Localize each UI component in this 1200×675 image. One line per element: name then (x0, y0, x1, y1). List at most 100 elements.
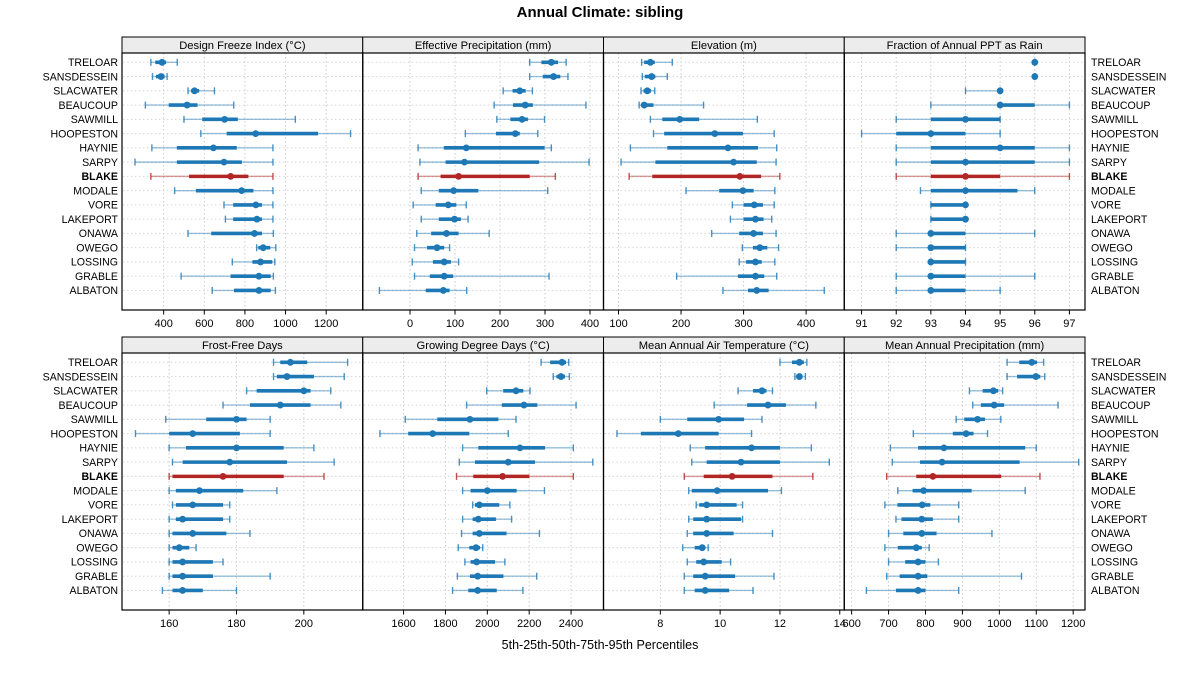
axis-tick-label: 400 (797, 318, 815, 330)
site-label-right-treloar: TRELOAR (1091, 357, 1141, 369)
panel-design-freeze-index-c: Design Freeze Index (°C) 400 600 800 1000 120… (121, 36, 364, 330)
axis-tick-label: 180 (227, 618, 245, 630)
median-dot-sansdessein (550, 73, 557, 80)
median-dot-albaton (474, 587, 482, 594)
median-dot-vore (189, 501, 197, 509)
site-label-left-albaton: ALBATON (70, 285, 118, 297)
median-dot-haynie (516, 444, 524, 452)
site-label-right-sawmill: SAWMILL (1091, 414, 1138, 426)
median-dot-onawa (189, 530, 197, 537)
median-dot-vore (475, 501, 483, 509)
median-dot-hoopeston (962, 430, 970, 437)
median-dot-grable (179, 572, 187, 580)
median-dot-lossing (752, 258, 759, 266)
median-dot-treloar (646, 58, 654, 66)
median-dot-lakeport (752, 215, 759, 223)
median-dot-haynie (210, 144, 217, 152)
median-dot-blake (219, 472, 227, 480)
median-dot-sansdessein (795, 373, 803, 380)
median-dot-blake (728, 472, 736, 480)
site-label-left-grable: GRABLE (75, 271, 118, 283)
site-label-right-blake: BLAKE (1091, 171, 1128, 183)
site-label-right-owego: OWEGO (1091, 542, 1133, 554)
site-label-right-sarpy: SARPY (1091, 157, 1127, 169)
median-dot-lakeport (474, 515, 482, 523)
median-dot-sawmill (974, 415, 981, 423)
median-dot-onawa (750, 230, 757, 237)
panel-growing-degree-days-c: Growing Degree Days (°C) 1600 1800 2000 2200… (362, 336, 605, 630)
median-dot-slacwater (996, 87, 1004, 95)
site-label-right-haynie: HAYNIE (1091, 143, 1130, 155)
panel-strip-title: Effective Precipitation (mm) (415, 40, 552, 52)
axis-tick-label: 0 (407, 318, 413, 330)
median-dot-blake (455, 172, 462, 180)
axis-tick-label: 2000 (475, 618, 499, 630)
median-dot-lakeport (253, 215, 261, 223)
median-dot-vore (252, 201, 260, 209)
site-label-left-haynie: HAYNIE (79, 143, 118, 155)
median-dot-lossing (257, 258, 264, 266)
median-dot-sansdessein (157, 73, 165, 80)
median-dot-lakeport (179, 515, 187, 523)
site-label-left-vore: VORE (88, 200, 118, 212)
median-dot-blake (962, 172, 969, 180)
median-dot-vore (750, 201, 758, 209)
median-dot-sarpy (737, 458, 745, 466)
site-label-right-hoopeston: HOOPESTON (1091, 128, 1159, 140)
median-dot-onawa (251, 230, 258, 237)
median-dot-sansdessein (648, 73, 656, 80)
median-dot-onawa (918, 530, 926, 537)
median-dot-modale (962, 187, 969, 195)
median-dot-slacwater (191, 87, 198, 95)
axis-tick-label: 92 (890, 318, 902, 330)
panel-border (843, 52, 1086, 311)
panel-border (602, 52, 845, 311)
site-label-left-lossing: LOSSING (71, 557, 118, 569)
site-label-left-lossing: LOSSING (71, 257, 118, 269)
site-label-right-sarpy: SARPY (1091, 457, 1127, 469)
median-dot-beaucoup (996, 101, 1004, 109)
axis-tick-label: 200 (672, 318, 690, 330)
median-dot-lossing (914, 558, 922, 566)
median-dot-modale (483, 487, 491, 495)
median-dot-haynie (996, 144, 1004, 152)
median-dot-sawmill (221, 115, 228, 123)
panel-border (602, 352, 845, 611)
site-label-left-grable: GRABLE (75, 571, 118, 583)
axis-tick-label: 400 (154, 318, 172, 330)
site-label-right-owego: OWEGO (1091, 242, 1133, 254)
panel-mean-annual-air-temperature-c: Mean Annual Air Temperature (°C) 8 10 12 14 (602, 336, 846, 630)
site-label-left-treloar: TRELOAR (68, 357, 118, 369)
site-label-left-sansdessein: SANSDESSEIN (43, 371, 118, 383)
site-label-right-slacwater: SLACWATER (1091, 86, 1156, 98)
site-label-right-grable: GRABLE (1091, 271, 1134, 283)
site-label-left-sawmill: SAWMILL (71, 414, 118, 426)
axis-tick-label: 1000 (987, 618, 1011, 630)
median-dot-albaton (701, 587, 709, 594)
axis-tick-label: 400 (581, 318, 599, 330)
median-dot-sarpy (962, 158, 969, 166)
median-dot-albaton (179, 587, 187, 594)
median-dot-vore (703, 501, 711, 509)
site-label-right-sawmill: SAWMILL (1091, 114, 1138, 126)
median-dot-modale (739, 187, 747, 195)
panel-strip-title: Frost-Free Days (202, 340, 283, 352)
site-label-left-blake: BLAKE (82, 171, 119, 183)
median-dot-blake (499, 472, 506, 480)
median-dot-grable (701, 572, 709, 580)
site-label-left-haynie: HAYNIE (79, 443, 118, 455)
site-label-right-treloar: TRELOAR (1091, 57, 1141, 69)
median-dot-sawmill (715, 415, 723, 423)
site-label-left-owego: OWEGO (76, 542, 118, 554)
median-dot-owego (756, 244, 764, 252)
median-dot-modale (920, 487, 928, 495)
panel-strip-title: Design Freeze Index (°C) (179, 40, 306, 52)
site-label-left-slacwater: SLACWATER (53, 86, 118, 98)
axis-tick-label: 700 (879, 618, 897, 630)
median-dot-hoopeston (511, 130, 519, 138)
x-axis-caption: 5th-25th-50th-75th-95th Percentiles (501, 638, 699, 652)
median-dot-sansdessein (557, 373, 565, 380)
median-dot-modale (196, 487, 203, 495)
